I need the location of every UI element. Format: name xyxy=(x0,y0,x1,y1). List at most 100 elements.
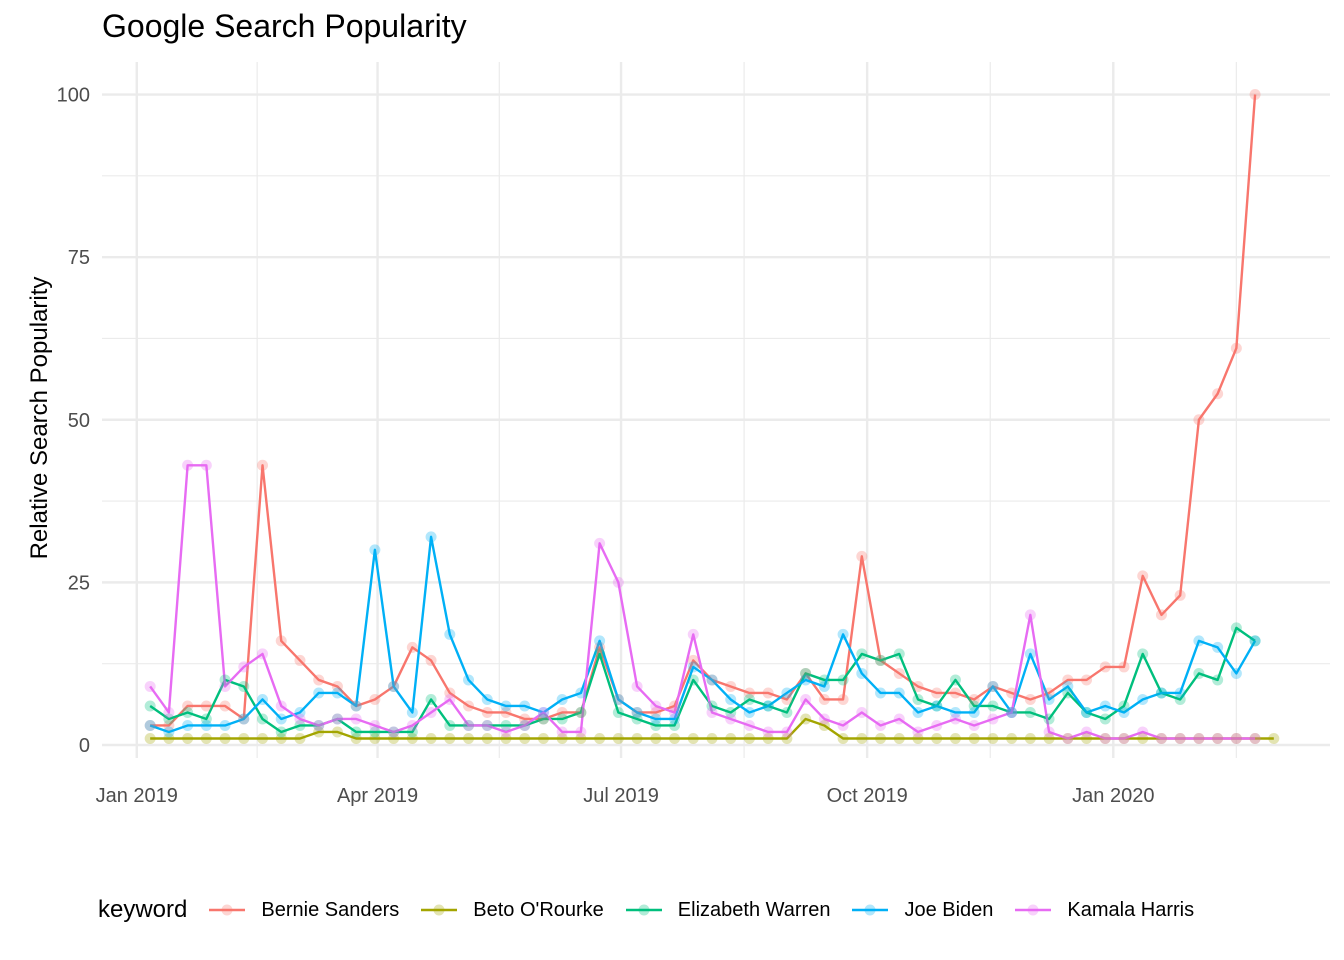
data-point-kamala-harris xyxy=(1062,732,1074,744)
data-point-joe-biden xyxy=(725,693,737,705)
grid-minor xyxy=(102,62,1330,758)
data-point-joe-biden xyxy=(1230,667,1242,679)
data-point-elizabeth-warren xyxy=(1006,706,1018,718)
data-point-bernie-sanders xyxy=(968,693,980,705)
data-point-beto-o-rourke xyxy=(987,732,999,744)
data-point-kamala-harris xyxy=(444,693,456,705)
legend: keyword Bernie Sanders Beto O'Rourke Eliza… xyxy=(98,890,1194,930)
data-point-beto-o-rourke xyxy=(238,732,250,744)
data-point-bernie-sanders xyxy=(1137,570,1149,582)
data-point-beto-o-rourke xyxy=(406,732,418,744)
data-point-bernie-sanders xyxy=(1006,687,1018,699)
data-point-kamala-harris xyxy=(875,719,887,731)
data-point-elizabeth-warren xyxy=(725,706,737,718)
data-point-bernie-sanders xyxy=(556,706,568,718)
data-point-elizabeth-warren xyxy=(837,674,849,686)
data-point-joe-biden xyxy=(743,706,755,718)
data-point-joe-biden xyxy=(500,700,512,712)
data-point-joe-biden xyxy=(1006,706,1018,718)
data-point-joe-biden xyxy=(275,713,287,725)
data-point-bernie-sanders xyxy=(931,687,943,699)
data-point-joe-biden xyxy=(556,693,568,705)
data-point-bernie-sanders xyxy=(875,654,887,666)
data-point-elizabeth-warren xyxy=(163,713,175,725)
data-point-beto-o-rourke xyxy=(1024,732,1036,744)
data-point-beto-o-rourke xyxy=(1006,732,1018,744)
data-point-kamala-harris xyxy=(669,706,681,718)
data-point-kamala-harris xyxy=(762,726,774,738)
data-point-beto-o-rourke xyxy=(1174,732,1186,744)
data-point-joe-biden xyxy=(837,628,849,640)
data-point-bernie-sanders xyxy=(856,550,868,562)
data-point-elizabeth-warren xyxy=(331,713,343,725)
data-point-elizabeth-warren xyxy=(612,706,624,718)
data-point-joe-biden xyxy=(949,706,961,718)
data-point-beto-o-rourke xyxy=(1249,732,1261,744)
data-point-beto-o-rourke xyxy=(500,732,512,744)
data-point-elizabeth-warren xyxy=(481,719,493,731)
data-point-elizabeth-warren xyxy=(594,648,606,660)
data-point-elizabeth-warren xyxy=(406,726,418,738)
series-line-kamala-harris xyxy=(149,464,1256,740)
data-point-beto-o-rourke xyxy=(1268,732,1280,744)
data-point-beto-o-rourke xyxy=(949,732,961,744)
data-point-joe-biden xyxy=(481,693,493,705)
data-point-beto-o-rourke xyxy=(425,732,437,744)
data-point-joe-biden xyxy=(893,687,905,699)
data-point-beto-o-rourke xyxy=(1062,732,1074,744)
data-point-beto-o-rourke xyxy=(556,732,568,744)
data-point-beto-o-rourke xyxy=(182,732,194,744)
data-point-beto-o-rourke xyxy=(743,732,755,744)
data-point-bernie-sanders xyxy=(818,693,830,705)
data-point-elizabeth-warren xyxy=(350,726,362,738)
data-point-joe-biden xyxy=(1118,706,1130,718)
data-point-elizabeth-warren xyxy=(931,700,943,712)
data-point-kamala-harris xyxy=(631,680,643,692)
data-point-kamala-harris xyxy=(575,726,587,738)
data-point-bernie-sanders xyxy=(406,641,418,653)
data-point-elizabeth-warren xyxy=(912,693,924,705)
data-point-kamala-harris xyxy=(706,706,718,718)
data-point-bernie-sanders xyxy=(800,667,812,679)
data-point-kamala-harris xyxy=(388,726,400,738)
x-tick-label: Jan 2020 xyxy=(1072,785,1154,807)
data-point-kamala-harris xyxy=(949,713,961,725)
data-point-beto-o-rourke xyxy=(912,732,924,744)
legend-label: Joe Biden xyxy=(904,898,994,921)
legend-item-bernie-sanders: Bernie Sanders xyxy=(209,899,399,922)
data-point-kamala-harris xyxy=(1043,726,1055,738)
legend-title: keyword xyxy=(98,896,188,923)
data-point-beto-o-rourke xyxy=(369,732,381,744)
data-point-joe-biden xyxy=(931,700,943,712)
data-point-bernie-sanders xyxy=(949,687,961,699)
data-point-kamala-harris xyxy=(1230,732,1242,744)
data-point-beto-o-rourke xyxy=(219,732,231,744)
data-point-elizabeth-warren xyxy=(631,713,643,725)
data-point-elizabeth-warren xyxy=(1118,700,1130,712)
series-lines xyxy=(149,94,1274,740)
data-point-joe-biden xyxy=(1249,635,1261,647)
data-point-beto-o-rourke xyxy=(856,732,868,744)
data-point-elizabeth-warren xyxy=(1062,687,1074,699)
data-point-kamala-harris xyxy=(1193,732,1205,744)
data-point-bernie-sanders xyxy=(200,700,212,712)
data-point-elizabeth-warren xyxy=(182,706,194,718)
data-point-kamala-harris xyxy=(968,719,980,731)
data-point-kamala-harris xyxy=(182,459,194,471)
x-tick-label: Jul 2019 xyxy=(583,785,659,807)
data-point-bernie-sanders xyxy=(388,680,400,692)
data-point-beto-o-rourke xyxy=(669,732,681,744)
legend-item-kamala-harris: Kamala Harris xyxy=(1015,899,1194,922)
data-point-elizabeth-warren xyxy=(706,700,718,712)
data-point-joe-biden xyxy=(238,713,250,725)
data-point-beto-o-rourke xyxy=(575,732,587,744)
data-point-elizabeth-warren xyxy=(1174,693,1186,705)
data-point-kamala-harris xyxy=(200,459,212,471)
legend-label: Beto O'Rourke xyxy=(473,898,604,921)
data-point-kamala-harris xyxy=(893,713,905,725)
data-point-joe-biden xyxy=(1081,706,1093,718)
data-point-beto-o-rourke xyxy=(1155,732,1167,744)
data-point-beto-o-rourke xyxy=(1043,732,1055,744)
data-point-joe-biden xyxy=(1024,648,1036,660)
